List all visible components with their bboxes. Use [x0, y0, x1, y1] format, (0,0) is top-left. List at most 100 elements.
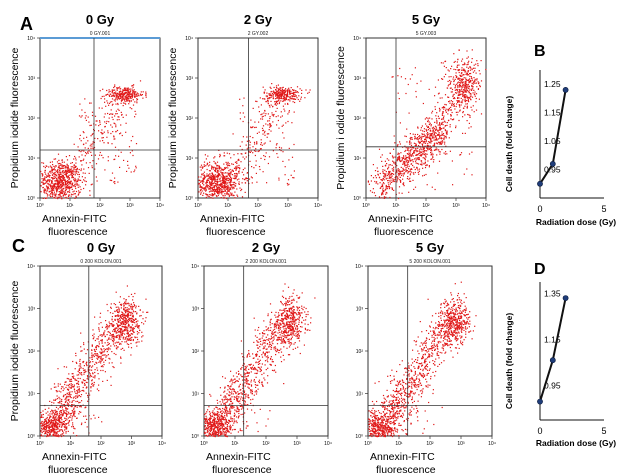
- y-axis-label: Cell death (fold change): [504, 313, 514, 410]
- x-tick-label: 10²: [97, 441, 105, 447]
- x-axis-label-line2: fluorescence: [48, 464, 108, 474]
- x-tick-label: 10⁰: [364, 441, 372, 447]
- plot-frame: [367, 265, 493, 437]
- x-tick-label: 10²: [96, 203, 104, 209]
- x-tick-label: 10¹: [224, 203, 232, 209]
- y-tick-label: 10⁴: [355, 264, 363, 270]
- x-tick-label: 10⁴: [314, 203, 322, 209]
- x-tick-label: 10⁴: [482, 203, 490, 209]
- x-tick-label: 10¹: [231, 441, 239, 447]
- x-axis-label-line1: Annexin-FITC: [370, 451, 435, 463]
- x-tick-label: 5: [601, 204, 606, 214]
- x-tick-label: 10⁴: [156, 203, 164, 209]
- x-tick-label: 10³: [284, 203, 292, 209]
- file-label: 0 GY.001: [90, 31, 111, 37]
- y-tick-label: 1.05: [544, 136, 561, 146]
- y-tick-label: 10³: [186, 76, 194, 82]
- y-tick-label: 1.35: [544, 289, 561, 299]
- x-tick-label: 10⁰: [36, 203, 44, 209]
- x-tick-label: 10¹: [395, 441, 403, 447]
- line-chart-b: 1.25 1.15 1.05 0.95 0 5 Radiation dose (Gy) Cel…: [504, 70, 616, 227]
- y-tick-label: 10³: [192, 307, 200, 313]
- y-tick-label: 10⁴: [185, 36, 193, 42]
- y-tick-label: 10¹: [28, 156, 36, 162]
- scatter-dots: [204, 283, 316, 438]
- file-label: 5 GY.003: [416, 31, 437, 37]
- x-tick-label: 10⁰: [194, 203, 202, 209]
- y-axis-label: Propidium iodide fluorescence: [9, 281, 21, 422]
- x-tick-label: 0: [537, 426, 542, 436]
- scatter-dots: [368, 281, 477, 438]
- y-tick-label: 10³: [354, 76, 362, 82]
- y-tick-label: 10⁰: [27, 196, 35, 202]
- plot-frame: [203, 265, 329, 437]
- y-tick-label: 10⁰: [355, 434, 363, 440]
- x-axis-label-line1: Annexin-FITC: [206, 451, 271, 463]
- line-chart-d: 1.35 1.15 0.95 0 5 Radiation dose (Gy) Cell de…: [504, 282, 616, 448]
- plot-frame: [197, 37, 319, 199]
- dose-title: 2 Gy: [244, 12, 273, 27]
- x-tick-label: 10¹: [67, 441, 75, 447]
- y-tick-label: 10¹: [186, 156, 194, 162]
- x-tick-label: 10⁴: [158, 441, 166, 447]
- x-axis-label-line2: fluorescence: [206, 226, 266, 238]
- flow-plot-3: 5 GY.003 5 Gy Propidium i odide fluorescen…: [335, 12, 490, 238]
- x-tick-label: 10¹: [392, 203, 400, 209]
- y-tick-label: 10²: [28, 116, 36, 122]
- x-tick-label: 10³: [126, 203, 134, 209]
- y-axis-label: Propidium iodide fluorescence: [9, 48, 21, 189]
- x-axis-label-line2: fluorescence: [376, 464, 436, 474]
- flow-plot-5: 2 200 KOLON.001 2 Gy Annexin-FITCfluoresce…: [191, 240, 332, 474]
- y-tick-label: 1.25: [544, 79, 561, 89]
- panel-letter-d: D: [534, 261, 546, 278]
- panel-letter-b: B: [534, 43, 546, 60]
- scatter-dots: [40, 285, 149, 438]
- y-tick-label: 0.95: [544, 165, 561, 175]
- y-tick-label: 10¹: [28, 392, 36, 398]
- dose-title: 0 Gy: [87, 240, 116, 255]
- x-axis-label-line2: fluorescence: [374, 226, 434, 238]
- file-label: 2 GY.002: [248, 31, 269, 37]
- y-tick-label: 10¹: [356, 392, 364, 398]
- x-tick-label: 0: [537, 204, 542, 214]
- scatter-dots: [198, 83, 311, 200]
- data-point: [537, 398, 543, 405]
- y-tick-label: 10⁴: [353, 36, 361, 42]
- flow-plot-6: 5 200 KOLON.001 5 Gy Annexin-FITCfluoresce…: [355, 240, 496, 474]
- x-axis-label-line1: Annexin-FITC: [200, 213, 265, 225]
- y-tick-label: 10⁰: [353, 196, 361, 202]
- x-tick-label: 10⁰: [362, 203, 370, 209]
- panel-letter-a: A: [20, 14, 33, 34]
- x-tick-label: 10²: [254, 203, 262, 209]
- file-label: 5 200 KOLON.001: [409, 259, 450, 265]
- y-tick-label: 10⁴: [27, 36, 35, 42]
- data-point: [549, 357, 556, 364]
- x-tick-label: 10³: [457, 441, 465, 447]
- y-tick-label: 0.95: [544, 381, 561, 391]
- x-tick-label: 10³: [128, 441, 136, 447]
- x-axis-label-line1: Annexin-FITC: [42, 213, 107, 225]
- flow-plot-1: 0 GY.001 0 Gy Propidium iodide fluorescenc…: [9, 12, 164, 238]
- scatter-dots: [367, 49, 487, 200]
- x-tick-label: 10⁴: [488, 441, 496, 447]
- x-axis-label-line2: fluorescence: [212, 464, 272, 474]
- y-tick-label: 10³: [28, 307, 36, 313]
- x-axis-label: Radiation dose (Gy): [536, 438, 616, 448]
- y-tick-label: 10¹: [192, 392, 200, 398]
- y-tick-label: 10⁴: [191, 264, 199, 270]
- y-axis-label: Propidium i odide fluorescence: [335, 46, 347, 190]
- y-tick-label: 10²: [186, 116, 194, 122]
- x-tick-label: 10¹: [66, 203, 74, 209]
- x-tick-label: 10⁰: [200, 441, 208, 447]
- data-point: [562, 295, 569, 301]
- y-tick-label: 10²: [356, 349, 364, 355]
- data-point: [537, 180, 543, 187]
- y-tick-label: 10¹: [354, 156, 362, 162]
- x-tick-label: 10²: [426, 441, 434, 447]
- y-tick-label: 10³: [28, 76, 36, 82]
- y-tick-label: 10⁰: [27, 434, 35, 440]
- file-label: 2 200 KOLON.001: [245, 259, 286, 265]
- x-axis-label-line1: Annexin-FITC: [42, 451, 107, 463]
- panel-letter-c: C: [12, 236, 25, 256]
